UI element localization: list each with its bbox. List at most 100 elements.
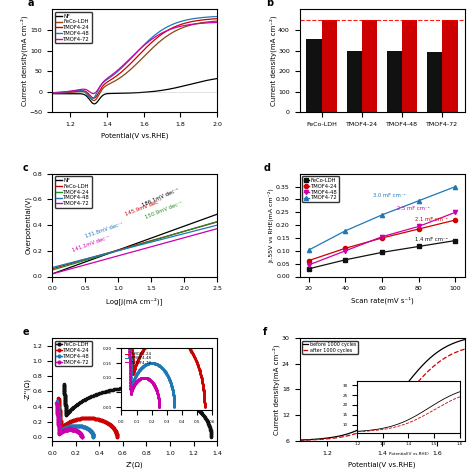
Bar <box>306 39 322 112</box>
Bar <box>362 20 377 112</box>
Line: TMOF4-72: TMOF4-72 <box>55 402 82 438</box>
TMOF4-48 <box>306 262 311 268</box>
TMOF4-48 <box>200 226 206 232</box>
Text: 131.8mV dec⁻¹: 131.8mV dec⁻¹ <box>85 221 124 239</box>
TMOF4-24 <box>49 90 55 96</box>
TMOF4-48 <box>214 14 220 19</box>
FeCo-LDH <box>453 238 458 244</box>
TMOF4-48 <box>64 425 69 430</box>
Y-axis label: Current density(mA cm⁻²): Current density(mA cm⁻²) <box>20 16 28 106</box>
Line: FeCo-LDH: FeCo-LDH <box>52 222 217 269</box>
FeCo-LDH <box>115 386 120 392</box>
FeCo-LDH <box>206 221 212 227</box>
FeCo-LDH <box>80 257 86 263</box>
TMOF4-72 <box>379 212 385 218</box>
FeCo-LDH <box>63 400 68 405</box>
Y-axis label: Overpotential(V): Overpotential(V) <box>25 196 31 254</box>
Text: 1.4 mF cm⁻²: 1.4 mF cm⁻² <box>415 237 448 242</box>
TMOF4-24 <box>91 95 96 101</box>
Line: TMOF4-24: TMOF4-24 <box>52 18 217 98</box>
TMOF4-24 <box>114 434 120 440</box>
NF <box>49 271 55 277</box>
FeCo-LDH <box>61 381 66 387</box>
TMOF4-24 <box>200 223 206 228</box>
TMOF4-48 <box>56 418 62 423</box>
TMOF4-24 <box>343 246 348 251</box>
TMOF4-24 <box>169 26 174 31</box>
Line: TMOF4-48: TMOF4-48 <box>52 17 217 99</box>
FeCo-LDH <box>306 266 311 272</box>
TMOF4-24 <box>59 264 65 270</box>
Line: FeCo-LDH: FeCo-LDH <box>307 238 457 271</box>
TMOF4-24 <box>65 420 71 426</box>
NF <box>91 101 97 107</box>
Legend: FeCo-LDH, TMOF4-24, TMOF4-48, TMOF4-72: FeCo-LDH, TMOF4-24, TMOF4-48, TMOF4-72 <box>302 176 339 202</box>
TMOF4-24 <box>80 258 86 264</box>
TMOF4-72 <box>49 90 55 96</box>
FeCo-LDH <box>379 249 385 255</box>
TMOF4-72 <box>115 67 121 73</box>
TMOF4-72 <box>170 26 175 31</box>
TMOF4-72 <box>61 428 66 433</box>
TMOF4-24 <box>57 413 63 419</box>
Text: 141.1mV dec⁻¹: 141.1mV dec⁻¹ <box>72 235 111 253</box>
Bar <box>346 51 362 112</box>
FeCo-LDH <box>49 266 55 272</box>
NF <box>170 86 175 91</box>
TMOF4-48 <box>214 222 220 228</box>
Text: f: f <box>263 327 267 337</box>
TMOF4-24 <box>154 36 159 41</box>
NF <box>49 91 55 97</box>
TMOF4-24 <box>49 267 55 273</box>
TMOF4-24 <box>55 395 61 401</box>
Bar <box>402 20 418 112</box>
X-axis label: Potential(V vs.RHE): Potential(V vs.RHE) <box>348 461 416 467</box>
TMOF4-48 <box>56 263 62 269</box>
NF <box>115 91 121 96</box>
TMOF4-24 <box>379 235 385 241</box>
TMOF4-72 <box>55 419 61 425</box>
TMOF4-48 <box>343 248 348 254</box>
Text: 3.0 mF cm⁻²: 3.0 mF cm⁻² <box>373 193 406 198</box>
TMOF4-48 <box>69 423 74 429</box>
TMOF4-72 <box>59 268 65 274</box>
TMOF4-72 <box>206 228 212 234</box>
Line: TMOF4-72: TMOF4-72 <box>52 228 217 274</box>
TMOF4-24 <box>453 217 458 223</box>
TMOF4-72 <box>169 26 174 32</box>
TMOF4-72 <box>49 271 55 277</box>
TMOF4-72 <box>79 434 84 440</box>
NF <box>154 88 159 94</box>
Text: e: e <box>22 327 29 337</box>
TMOF4-48 <box>170 22 175 27</box>
TMOF4-48 <box>379 234 385 239</box>
Line: TMOF4-72: TMOF4-72 <box>307 184 457 252</box>
TMOF4-24 <box>109 424 115 429</box>
TMOF4-72 <box>90 91 96 96</box>
X-axis label: Scan rate(mV s⁻¹): Scan rate(mV s⁻¹) <box>351 297 413 304</box>
TMOF4-72 <box>55 419 61 424</box>
TMOF4-24 <box>214 219 220 225</box>
Legend: NF, FeCo-LDH, TMOF4-24, TMOF4-48, TMOF4-72: NF, FeCo-LDH, TMOF4-24, TMOF4-48, TMOF4-… <box>55 12 91 44</box>
Line: TMOF4-24: TMOF4-24 <box>307 218 457 263</box>
Legend: FeCo-LDH, TMOF4-24, TMOF4-48, TMOF4-72: FeCo-LDH, TMOF4-24, TMOF4-48, TMOF4-72 <box>55 341 91 366</box>
Y-axis label: J₀.55V vs RHE(mA cm⁻²): J₀.55V vs RHE(mA cm⁻²) <box>269 188 275 263</box>
TMOF4-72 <box>343 228 348 234</box>
TMOF4-72 <box>306 247 311 253</box>
TMOF4-72 <box>80 263 86 268</box>
TMOF4-48 <box>93 254 99 259</box>
FeCo-LDH <box>80 398 86 403</box>
TMOF4-24 <box>56 265 62 271</box>
FeCo-LDH <box>214 18 220 24</box>
FeCo-LDH <box>209 434 214 440</box>
TMOF4-24 <box>214 16 220 21</box>
NF <box>206 214 212 220</box>
FeCo-LDH <box>59 263 65 269</box>
Text: 145.9mV dec⁻¹: 145.9mV dec⁻¹ <box>125 198 164 217</box>
Line: NF: NF <box>52 79 217 104</box>
TMOF4-24 <box>206 221 212 227</box>
FeCo-LDH <box>49 91 55 96</box>
TMOF4-48 <box>56 417 62 422</box>
NF <box>59 267 65 273</box>
NF <box>93 255 99 261</box>
